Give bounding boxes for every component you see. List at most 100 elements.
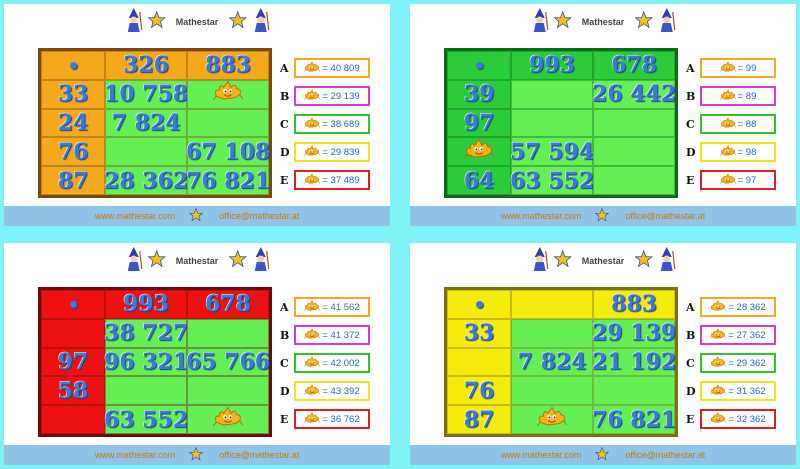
grid-cell-r3-c2[interactable] [593, 137, 675, 167]
website-link[interactable]: www.mathestar.com [94, 211, 176, 221]
grid-cell-r0-c2: 883 [593, 290, 675, 319]
grid-cell-r2-c1[interactable] [511, 108, 593, 138]
grid-cell-r0-c2: 678 [187, 290, 269, 319]
grid-cell-r1-c2: 29 139 [591, 318, 677, 348]
star-creature-icon[interactable] [212, 80, 244, 108]
option-box[interactable]: = 32 362 [700, 409, 776, 429]
answer-option-c[interactable]: C = 29 362 [686, 353, 776, 373]
star-creature-icon[interactable] [463, 138, 495, 166]
answer-option-b[interactable]: B = 27 362 [686, 325, 776, 345]
option-box[interactable]: = 37 489 [294, 170, 370, 190]
answer-option-c[interactable]: C = 42 002 [280, 353, 370, 373]
footer-bar: www.mathestar.com office@mathestar.at [4, 206, 390, 226]
option-box[interactable]: = 27 362 [700, 325, 776, 345]
grid-cell-r3-c0[interactable] [447, 137, 511, 167]
grid-cell-r4-c0: 87 [447, 405, 511, 434]
answer-option-e[interactable]: E = 97 [686, 170, 776, 190]
star-creature-icon[interactable] [536, 406, 568, 434]
option-value: = 27 362 [728, 329, 766, 341]
option-box[interactable]: = 41 562 [294, 297, 370, 317]
grid-cell-r2-c0: 97 [41, 347, 105, 377]
option-box[interactable]: = 29 139 [294, 86, 370, 106]
star-creature-icon [710, 383, 727, 399]
answer-option-e[interactable]: E = 37 489 [280, 170, 370, 190]
grid-cell-r2-c2: 65 766 [185, 347, 271, 377]
option-value: = 43 392 [322, 385, 360, 397]
grid-cell-r2-c0[interactable] [447, 347, 511, 377]
multiplication-grid: 993 678 38 727 97 96 321 65 766 58 63 552 [38, 287, 272, 437]
answer-option-c[interactable]: C = 38 689 [280, 114, 370, 134]
answer-option-e[interactable]: E = 32 362 [686, 409, 776, 429]
option-box[interactable]: = 29 839 [294, 142, 370, 162]
wizard-icon [656, 247, 676, 275]
option-box[interactable]: = 31 362 [700, 381, 776, 401]
option-box[interactable]: = 41 372 [294, 325, 370, 345]
option-box[interactable]: = 29 362 [700, 353, 776, 373]
grid-cell-r3-c1[interactable] [511, 376, 593, 406]
grid-cell-r3-c0: 76 [447, 376, 511, 406]
grid-cell-r1-c1[interactable] [511, 79, 593, 109]
wizard-icon [656, 8, 676, 36]
puzzle-card-1: Mathestar 326 883 33 10 758 24 7 824 76 67 108 87… [4, 4, 390, 226]
answer-option-a[interactable]: A = 99 [686, 58, 776, 78]
option-value: = 32 362 [728, 413, 766, 425]
answer-option-a[interactable]: A = 40 809 [280, 58, 370, 78]
brand-name: Mathestar [175, 17, 219, 27]
option-value: = 40 809 [322, 62, 360, 74]
option-box[interactable]: = 38 689 [294, 114, 370, 134]
grid-cell-r1-c2[interactable] [187, 79, 269, 109]
option-box[interactable]: = 98 [700, 142, 776, 162]
email-link[interactable]: office@mathestar.at [219, 450, 300, 460]
grid-cell-r3-c2[interactable] [593, 376, 675, 406]
answer-option-e[interactable]: E = 36 762 [280, 409, 370, 429]
grid-cell-r1-c1[interactable] [511, 318, 593, 348]
option-box[interactable]: = 88 [700, 114, 776, 134]
website-link[interactable]: www.mathestar.com [500, 450, 582, 460]
option-box[interactable]: = 42 002 [294, 353, 370, 373]
answer-option-a[interactable]: A = 28 362 [686, 297, 776, 317]
answer-option-b[interactable]: B = 29 139 [280, 86, 370, 106]
email-link[interactable]: office@mathestar.at [219, 211, 300, 221]
answer-option-d[interactable]: D = 31 362 [686, 381, 776, 401]
email-link[interactable]: office@mathestar.at [625, 450, 706, 460]
option-letter: E [686, 412, 695, 426]
grid-cell-r4-c1[interactable] [511, 405, 593, 434]
option-box[interactable]: = 36 762 [294, 409, 370, 429]
answer-option-b[interactable]: B = 89 [686, 86, 776, 106]
website-link[interactable]: www.mathestar.com [94, 450, 176, 460]
grid-cell-r1-c2[interactable] [187, 318, 269, 348]
star-creature-icon [304, 60, 321, 76]
puzzle-card-4: Mathestar 883 33 29 139 7 824 21 192 76 87 76 82… [410, 243, 796, 465]
email-link[interactable]: office@mathestar.at [625, 211, 706, 221]
option-box[interactable]: = 89 [700, 86, 776, 106]
option-box[interactable]: = 99 [700, 58, 776, 78]
star-creature-icon[interactable] [212, 406, 244, 434]
grid-cell-r2-c2[interactable] [187, 108, 269, 138]
star-icon [633, 249, 653, 272]
answer-option-b[interactable]: B = 41 372 [280, 325, 370, 345]
answer-option-d[interactable]: D = 43 392 [280, 381, 370, 401]
grid-cell-r2-c2[interactable] [593, 108, 675, 138]
grid-cell-r3-c1[interactable] [105, 137, 187, 167]
grid-cell-r3-c1[interactable] [105, 376, 187, 406]
answer-option-a[interactable]: A = 41 562 [280, 297, 370, 317]
grid-cell-r1-c0[interactable] [41, 318, 105, 348]
website-link[interactable]: www.mathestar.com [500, 211, 582, 221]
option-box[interactable]: = 40 809 [294, 58, 370, 78]
option-letter: A [686, 300, 695, 314]
grid-cell-r0-c1[interactable] [511, 290, 593, 319]
grid-cell-r1-c0: 33 [41, 79, 105, 109]
option-letter: B [686, 89, 696, 103]
option-box[interactable]: = 43 392 [294, 381, 370, 401]
grid-cell-r4-c2[interactable] [187, 405, 269, 434]
grid-cell-r4-c0[interactable] [41, 405, 105, 434]
answer-option-d[interactable]: D = 29 839 [280, 142, 370, 162]
answer-option-c[interactable]: C = 88 [686, 114, 776, 134]
grid-cell-r4-c2[interactable] [593, 166, 675, 195]
option-box[interactable]: = 97 [700, 170, 776, 190]
grid-cell-r3-c2[interactable] [187, 376, 269, 406]
brand-name: Mathestar [175, 256, 219, 266]
option-value: = 41 562 [322, 301, 360, 313]
answer-option-d[interactable]: D = 98 [686, 142, 776, 162]
option-box[interactable]: = 28 362 [700, 297, 776, 317]
